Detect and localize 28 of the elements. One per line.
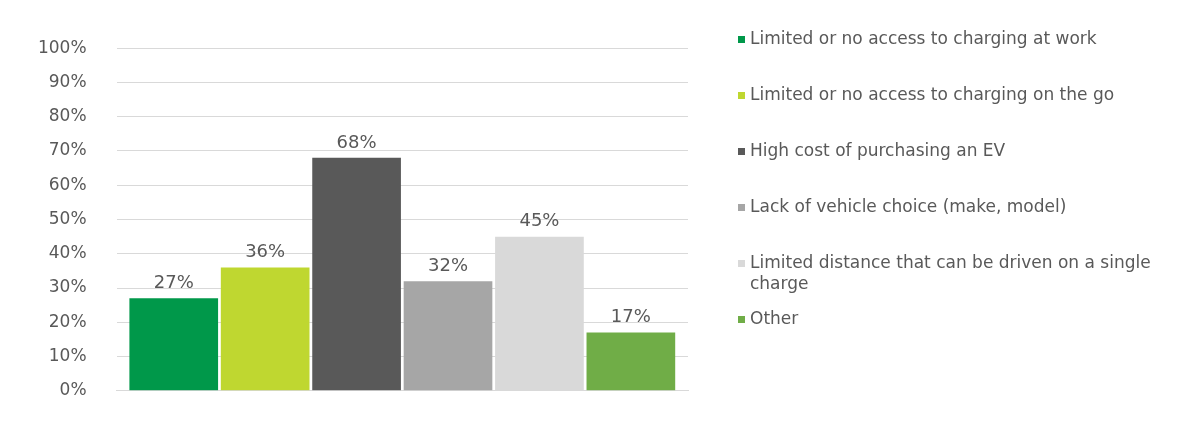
legend-label: Limited or no access to charging on the go (750, 84, 1115, 105)
legend-label: Limited or no access to charging at work (750, 28, 1097, 49)
y-tick-label: 40% (48, 242, 87, 263)
data-label: 45% (519, 209, 560, 231)
y-tick-label: 20% (48, 310, 87, 331)
legend-label: High cost of purchasing an EV (750, 140, 1006, 161)
y-tick-label: 0% (59, 379, 87, 400)
y-tick-label: 80% (48, 105, 87, 126)
y-tick-label: 70% (48, 139, 87, 160)
legend-label: Lack of vehicle choice (make, model) (750, 196, 1067, 217)
legend-label: Other (750, 308, 799, 329)
bar (220, 267, 310, 391)
data-label: 27% (153, 270, 194, 292)
y-tick-label: 60% (48, 173, 87, 194)
y-tick-label: 90% (48, 70, 87, 91)
data-label: 17% (610, 305, 651, 327)
y-tick-label: 10% (48, 344, 87, 365)
data-label: 32% (428, 253, 469, 275)
bar (586, 332, 676, 391)
bar (312, 157, 401, 391)
y-tick-label: 50% (48, 207, 87, 228)
data-label: 36% (245, 240, 286, 262)
legend-label: Limited distance that can be driven on a single charge (750, 252, 1152, 294)
y-tick-label: 100% (37, 36, 87, 57)
data-label: 68% (336, 130, 377, 152)
bar (129, 298, 219, 391)
bar (403, 281, 493, 391)
y-tick-label: 30% (48, 276, 87, 297)
